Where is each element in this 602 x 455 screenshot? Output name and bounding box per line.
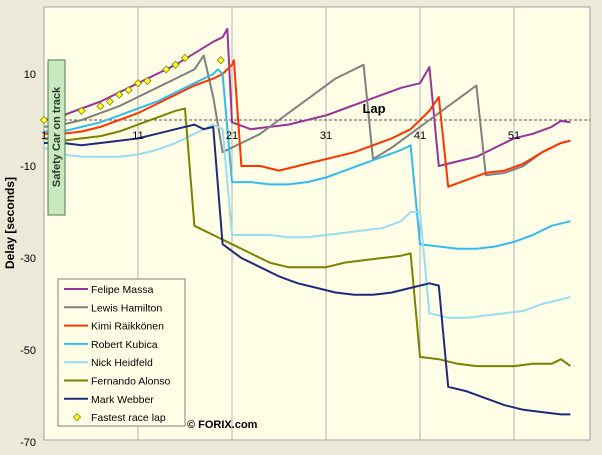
- legend-box: [57, 278, 186, 427]
- fastest-lap-marker: [115, 90, 124, 99]
- legend-swatch: [72, 413, 82, 422]
- fastest-lap-marker: [124, 86, 133, 95]
- fastest-lap-marker: [96, 102, 105, 111]
- x-tick-label: 21: [226, 130, 238, 142]
- fastest-lap-marker: [216, 56, 225, 65]
- x-tick-labels: 1 11 21 31 41 51: [41, 130, 520, 142]
- series-line: [43, 54, 571, 177]
- series-line: [44, 59, 571, 188]
- legend-label: Mark Webber: [91, 394, 154, 406]
- legend-label: Kimi Räikkönen: [91, 321, 164, 333]
- legend-label: Robert Kubica: [91, 339, 158, 351]
- x-tick-label: 51: [508, 130, 520, 142]
- safety-car-label: Safety Car on track: [51, 86, 63, 187]
- safety-car-box: [47, 59, 66, 216]
- fastest-lap-marker: [105, 97, 114, 106]
- legend-label: Fernando Alonso: [91, 376, 171, 388]
- x-tick-label: 1: [41, 130, 47, 142]
- fastest-lap-marker: [77, 106, 86, 115]
- x-tick-label: 31: [320, 130, 332, 142]
- x-tick-label: 41: [414, 130, 426, 142]
- y-tick-label: -10: [20, 161, 36, 173]
- fastest-lap-marker: [133, 79, 143, 88]
- legend-label: Fastest race lap: [91, 412, 166, 424]
- y-tick-label: 10: [24, 69, 36, 81]
- legend-label: Lewis Hamilton: [91, 302, 162, 314]
- fastest-lap-marker: [162, 65, 171, 74]
- x-tick-label: 11: [132, 130, 143, 142]
- series-line: [43, 107, 571, 368]
- y-axis-label: Delay [seconds]: [3, 177, 17, 269]
- x-axis-label: Lap: [362, 101, 385, 116]
- y-tick-label: -50: [20, 345, 36, 357]
- series-line: [43, 123, 571, 319]
- legend-label: Felipe Massa: [91, 284, 154, 296]
- fastest-lap-marker: [39, 115, 49, 125]
- y-tick-label: -70: [20, 437, 36, 449]
- legend-label: Nick Heidfeld: [91, 357, 153, 369]
- y-tick-labels: 10 -10 -30 -50 -70: [20, 69, 36, 449]
- copyright-text: © FORIX.com: [187, 419, 258, 431]
- fastest-lap-marker: [180, 53, 190, 62]
- fastest-lap-marker: [171, 60, 180, 69]
- fastest-lap-marker: [143, 76, 152, 85]
- y-tick-label: -30: [20, 253, 36, 265]
- series-line: [44, 123, 571, 416]
- series-line: [44, 68, 571, 250]
- legend: Felipe Massa Lewis Hamilton Kimi Räikkönen…: [64, 284, 171, 424]
